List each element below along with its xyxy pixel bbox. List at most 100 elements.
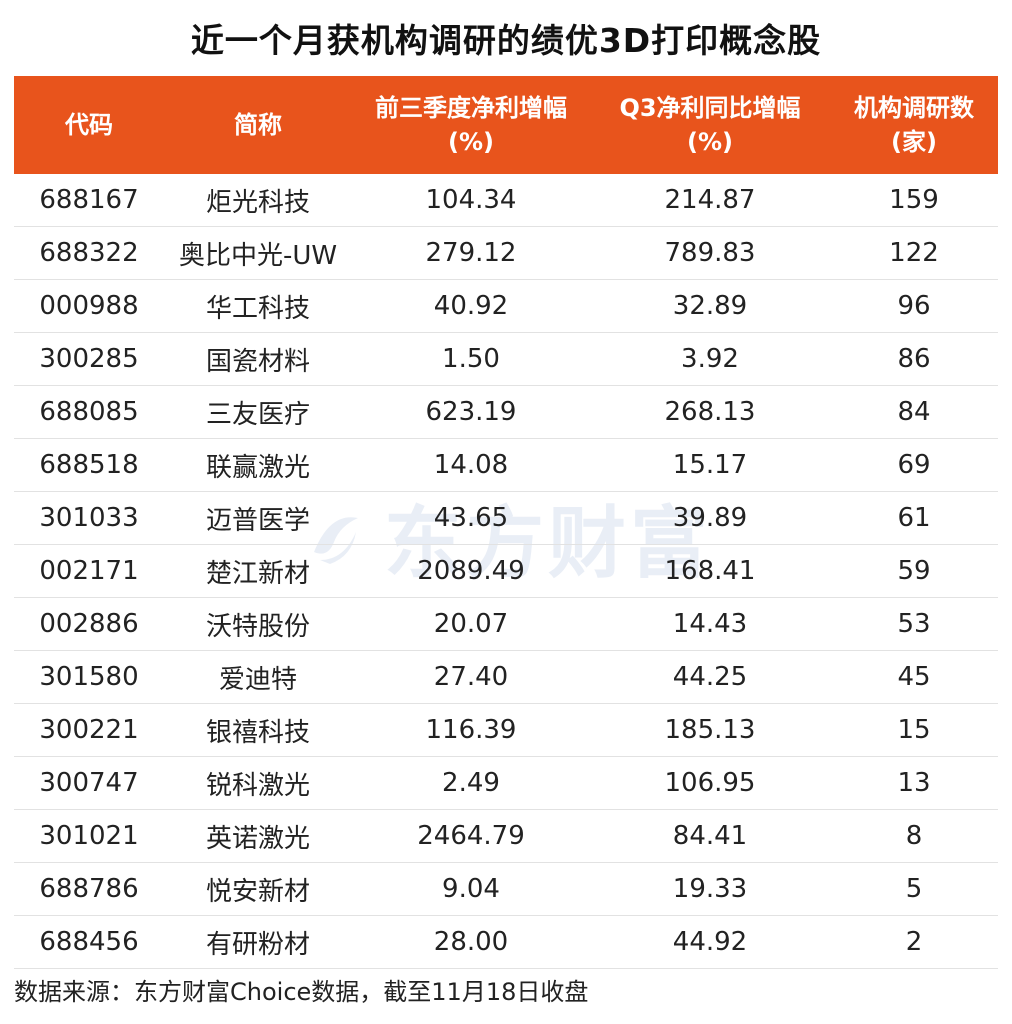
data-source-note: 数据来源：东方财富Choice数据，截至11月18日收盘 (14, 978, 589, 1006)
cell-profit3q: 40.92 (433, 291, 509, 321)
header-inst: 机构调研数 (家) (830, 91, 998, 159)
cell-name: 国瓷材料 (205, 346, 310, 377)
cell-profit3q: 2089.49 (417, 556, 525, 586)
cell-code: 688085 (39, 397, 139, 427)
header-inst-line1: 机构调研数 (854, 94, 974, 122)
cell-profit3q: 14.08 (433, 450, 509, 480)
cell-code: 301033 (39, 503, 139, 533)
cell-inst: 86 (897, 344, 931, 374)
header-profit3q-line2: (%) (448, 128, 494, 156)
cell-inst: 45 (897, 662, 931, 692)
table-row: 688786 悦安新材 9.04 19.33 5 (14, 863, 998, 916)
cell-name: 银禧科技 (205, 717, 310, 748)
cell-q3yoy: 15.17 (672, 450, 748, 480)
cell-inst: 15 (897, 715, 931, 745)
cell-code: 002886 (39, 609, 139, 639)
cell-q3yoy: 214.87 (664, 185, 756, 215)
cell-q3yoy: 268.13 (664, 397, 756, 427)
cell-q3yoy: 84.41 (672, 821, 748, 851)
cell-name: 迈普医学 (205, 505, 310, 536)
cell-q3yoy: 168.41 (664, 556, 756, 586)
cell-code: 301580 (39, 662, 139, 692)
cell-q3yoy: 14.43 (672, 609, 748, 639)
table-row: 688167 炬光科技 104.34 214.87 159 (14, 174, 998, 227)
cell-profit3q: 28.00 (433, 927, 509, 957)
cell-profit3q: 1.50 (442, 344, 500, 374)
cell-name: 三友医疗 (205, 399, 310, 430)
cell-profit3q: 20.07 (433, 609, 509, 639)
table-row: 002171 楚江新材 2089.49 168.41 59 (14, 545, 998, 598)
cell-q3yoy: 106.95 (664, 768, 756, 798)
cell-inst: 8 (905, 821, 923, 851)
table-header: 代码 简称 前三季度净利增幅 (%) Q3净利同比增幅 (%) 机构调研数 (家… (14, 76, 998, 174)
cell-code: 688456 (39, 927, 139, 957)
cell-code: 688322 (39, 238, 139, 268)
cell-inst: 122 (889, 238, 939, 268)
table-row: 301021 英诺激光 2464.79 84.41 8 (14, 810, 998, 863)
cell-q3yoy: 789.83 (664, 238, 756, 268)
cell-inst: 13 (897, 768, 931, 798)
table-row: 688085 三友医疗 623.19 268.13 84 (14, 386, 998, 439)
cell-name: 楚江新材 (205, 558, 310, 589)
cell-profit3q: 104.34 (425, 185, 517, 215)
page-title: 近一个月获机构调研的绩优3D打印概念股 (190, 21, 822, 60)
cell-q3yoy: 44.25 (672, 662, 748, 692)
header-profit3q-line1: 前三季度净利增幅 (375, 94, 567, 122)
table-row: 688456 有研粉材 28.00 44.92 2 (14, 916, 998, 969)
cell-inst: 84 (897, 397, 931, 427)
cell-code: 688167 (39, 185, 139, 215)
cell-profit3q: 2464.79 (417, 821, 525, 851)
cell-name: 悦安新材 (205, 876, 310, 907)
cell-inst: 59 (897, 556, 931, 586)
cell-name: 爱迪特 (218, 664, 297, 695)
cell-inst: 61 (897, 503, 931, 533)
table-row: 300221 银禧科技 116.39 185.13 15 (14, 704, 998, 757)
cell-profit3q: 623.19 (425, 397, 517, 427)
cell-code: 300285 (39, 344, 139, 374)
header-profit3q: 前三季度净利增幅 (%) (352, 91, 590, 159)
cell-name: 沃特股份 (205, 611, 310, 642)
cell-profit3q: 27.40 (433, 662, 509, 692)
cell-code: 300747 (39, 768, 139, 798)
cell-code: 688786 (39, 874, 139, 904)
cell-profit3q: 2.49 (442, 768, 500, 798)
table-row: 688518 联赢激光 14.08 15.17 69 (14, 439, 998, 492)
header-inst-line2: (家) (891, 128, 937, 156)
cell-inst: 2 (905, 927, 923, 957)
cell-inst: 159 (889, 185, 939, 215)
cell-profit3q: 279.12 (425, 238, 517, 268)
table-row: 300285 国瓷材料 1.50 3.92 86 (14, 333, 998, 386)
cell-code: 300221 (39, 715, 139, 745)
cell-q3yoy: 19.33 (672, 874, 748, 904)
header-name: 简称 (234, 111, 282, 139)
header-q3yoy: Q3净利同比增幅 (%) (590, 91, 830, 159)
cell-code: 000988 (39, 291, 139, 321)
table-row: 000988 华工科技 40.92 32.89 96 (14, 280, 998, 333)
cell-name: 英诺激光 (205, 823, 310, 854)
cell-q3yoy: 44.92 (672, 927, 748, 957)
cell-name: 奥比中光-UW (178, 240, 338, 271)
cell-inst: 5 (905, 874, 923, 904)
cell-profit3q: 9.04 (442, 874, 500, 904)
cell-q3yoy: 185.13 (664, 715, 756, 745)
table-row: 002886 沃特股份 20.07 14.43 53 (14, 598, 998, 651)
table-row: 301033 迈普医学 43.65 39.89 61 (14, 492, 998, 545)
cell-name: 有研粉材 (205, 929, 310, 960)
cell-name: 联赢激光 (205, 452, 310, 483)
cell-name: 锐科激光 (205, 770, 310, 801)
cell-code: 002171 (39, 556, 139, 586)
header-code: 代码 (65, 111, 113, 139)
cell-name: 炬光科技 (205, 187, 310, 218)
header-q3yoy-line2: (%) (687, 128, 733, 156)
header-q3yoy-line1: Q3净利同比增幅 (619, 94, 801, 122)
cell-code: 688518 (39, 450, 139, 480)
cell-inst: 69 (897, 450, 931, 480)
cell-q3yoy: 32.89 (672, 291, 748, 321)
cell-inst: 96 (897, 291, 931, 321)
cell-code: 301021 (39, 821, 139, 851)
table-row: 301580 爱迪特 27.40 44.25 45 (14, 651, 998, 704)
cell-name: 华工科技 (205, 293, 310, 324)
cell-profit3q: 116.39 (425, 715, 517, 745)
table-row: 300747 锐科激光 2.49 106.95 13 (14, 757, 998, 810)
cell-profit3q: 43.65 (433, 503, 509, 533)
